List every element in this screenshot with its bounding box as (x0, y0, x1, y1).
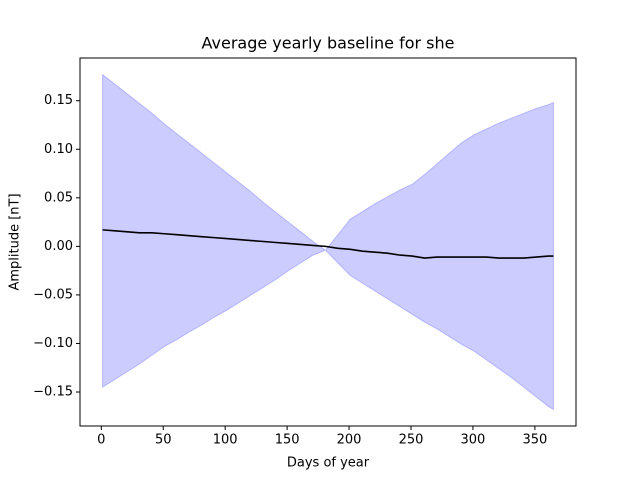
x-tick-label: 150 (275, 433, 300, 448)
plot-frame (79, 57, 577, 427)
chart-title: Average yearly baseline for she (202, 34, 455, 53)
x-tick-label: 350 (522, 433, 547, 448)
x-tick-label: 100 (213, 433, 238, 448)
y-axis-label: Amplitude [nT] (8, 193, 23, 290)
y-tick-label: −0.10 (33, 336, 73, 351)
y-tick-label: 0.10 (44, 142, 73, 157)
x-tick-label: 0 (97, 433, 105, 448)
y-tick-label: 0.00 (44, 239, 73, 254)
x-tick-label: 300 (461, 433, 486, 448)
x-tick-label: 250 (399, 433, 424, 448)
y-tick-label: −0.05 (33, 287, 73, 302)
confidence-band (102, 73, 554, 411)
y-tick-label: −0.15 (33, 385, 73, 400)
x-tick-label: 50 (155, 433, 172, 448)
y-tick-label: 0.05 (44, 190, 73, 205)
x-tick-label: 200 (337, 433, 362, 448)
mean-line (102, 229, 554, 259)
x-axis-label: Days of year (287, 456, 370, 471)
y-tick-label: 0.15 (44, 93, 73, 108)
